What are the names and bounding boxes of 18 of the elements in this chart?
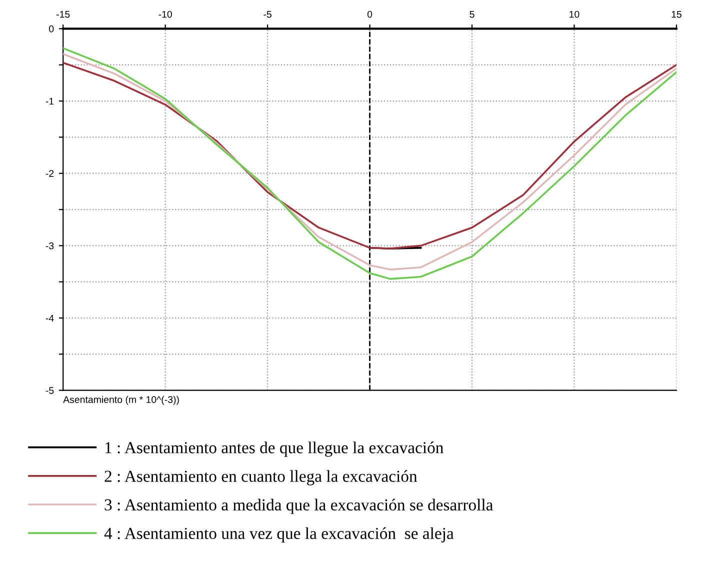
x-tick-label: -15 [56,10,70,18]
x-tick-label: 5 [470,10,474,18]
y-tick-label: -2 [46,170,54,177]
x-axis-title: Asentamiento (m * 10^(-3)) [63,396,179,405]
legend-label: 2 : Asentamiento en cuanto llega la excavación [104,470,418,486]
y-tick-label: -3 [46,242,54,250]
legend-label: 1 : Asentamiento antes de que llegue la excavación [105,442,444,457]
x-tick-label: -10 [158,10,172,18]
y-tick-label: -5 [46,387,54,394]
legend-label: 4 : Asentamiento una vez que la excavación se aleja [104,527,454,542]
x-tick-label: 0 [367,10,372,18]
x-tick-label: 10 [570,10,580,18]
x-tick-label: 15 [672,10,682,18]
y-tick-label: -1 [46,98,54,105]
legend-label: 3 : Asentamiento a medida que la excavación se desarrolla [104,498,493,514]
x-tick-label: -5 [264,10,272,18]
y-tick-label: -4 [46,314,54,322]
y-tick-label: 0 [49,25,54,32]
